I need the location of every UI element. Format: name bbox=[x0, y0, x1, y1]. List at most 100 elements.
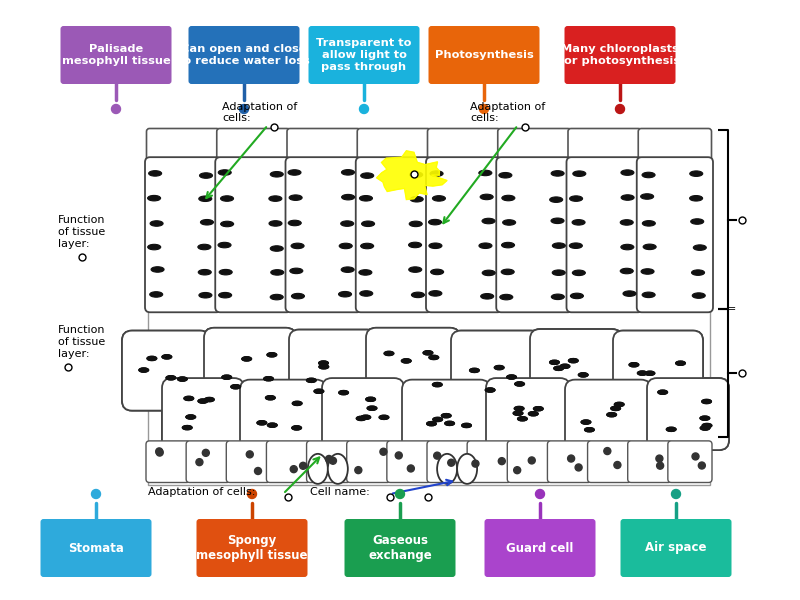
Text: Many chloroplasts
for photosynthesis: Many chloroplasts for photosynthesis bbox=[559, 44, 681, 66]
Ellipse shape bbox=[338, 391, 349, 395]
Ellipse shape bbox=[551, 294, 564, 299]
FancyBboxPatch shape bbox=[266, 441, 310, 482]
Ellipse shape bbox=[534, 406, 543, 411]
Ellipse shape bbox=[700, 426, 710, 430]
Circle shape bbox=[239, 104, 249, 113]
FancyBboxPatch shape bbox=[402, 380, 490, 454]
FancyBboxPatch shape bbox=[215, 157, 291, 312]
Circle shape bbox=[91, 490, 101, 499]
Ellipse shape bbox=[361, 415, 370, 419]
Circle shape bbox=[514, 467, 521, 473]
Ellipse shape bbox=[433, 417, 442, 422]
Ellipse shape bbox=[481, 293, 494, 299]
FancyBboxPatch shape bbox=[289, 329, 377, 412]
Ellipse shape bbox=[482, 218, 495, 224]
FancyBboxPatch shape bbox=[498, 128, 571, 161]
Circle shape bbox=[528, 457, 535, 464]
Ellipse shape bbox=[230, 385, 241, 389]
Ellipse shape bbox=[623, 291, 636, 296]
Ellipse shape bbox=[359, 196, 373, 201]
Ellipse shape bbox=[666, 427, 676, 431]
Ellipse shape bbox=[204, 397, 214, 402]
Ellipse shape bbox=[690, 171, 702, 176]
Ellipse shape bbox=[162, 355, 172, 359]
Ellipse shape bbox=[638, 371, 647, 376]
Ellipse shape bbox=[292, 425, 302, 430]
Ellipse shape bbox=[356, 416, 366, 421]
Ellipse shape bbox=[269, 221, 282, 226]
Ellipse shape bbox=[560, 364, 570, 368]
Ellipse shape bbox=[138, 368, 149, 373]
Ellipse shape bbox=[479, 170, 492, 176]
FancyBboxPatch shape bbox=[565, 380, 651, 454]
Ellipse shape bbox=[147, 356, 157, 361]
Ellipse shape bbox=[621, 244, 634, 250]
Circle shape bbox=[448, 459, 454, 466]
Text: of tissue: of tissue bbox=[58, 227, 106, 237]
FancyBboxPatch shape bbox=[647, 378, 729, 450]
Ellipse shape bbox=[384, 351, 394, 356]
FancyBboxPatch shape bbox=[628, 441, 672, 482]
Ellipse shape bbox=[518, 416, 527, 421]
Ellipse shape bbox=[429, 220, 442, 225]
Ellipse shape bbox=[470, 368, 479, 373]
Ellipse shape bbox=[560, 364, 570, 368]
Ellipse shape bbox=[552, 243, 566, 248]
FancyBboxPatch shape bbox=[486, 378, 570, 450]
Text: Cell name:: Cell name: bbox=[310, 487, 370, 497]
Ellipse shape bbox=[342, 194, 354, 200]
Ellipse shape bbox=[550, 197, 562, 202]
FancyBboxPatch shape bbox=[507, 441, 551, 482]
Ellipse shape bbox=[585, 427, 594, 432]
Circle shape bbox=[698, 462, 706, 469]
FancyBboxPatch shape bbox=[286, 157, 362, 312]
Text: Spongy
mesophyll tissue: Spongy mesophyll tissue bbox=[196, 534, 308, 562]
Ellipse shape bbox=[606, 412, 617, 417]
FancyBboxPatch shape bbox=[41, 519, 151, 577]
Ellipse shape bbox=[506, 375, 517, 379]
FancyBboxPatch shape bbox=[613, 331, 703, 410]
FancyBboxPatch shape bbox=[346, 441, 391, 482]
Ellipse shape bbox=[675, 361, 686, 365]
FancyBboxPatch shape bbox=[306, 441, 350, 482]
Text: Transparent to
allow light to
pass through: Transparent to allow light to pass throu… bbox=[316, 38, 412, 71]
Text: Photosynthesis: Photosynthesis bbox=[434, 50, 534, 60]
Ellipse shape bbox=[462, 423, 471, 428]
FancyBboxPatch shape bbox=[426, 157, 502, 312]
FancyBboxPatch shape bbox=[345, 519, 455, 577]
FancyBboxPatch shape bbox=[309, 26, 419, 84]
Ellipse shape bbox=[182, 425, 192, 430]
Polygon shape bbox=[382, 352, 448, 434]
FancyBboxPatch shape bbox=[485, 519, 595, 577]
Ellipse shape bbox=[578, 373, 588, 377]
Ellipse shape bbox=[645, 371, 655, 376]
Ellipse shape bbox=[514, 382, 525, 386]
Ellipse shape bbox=[341, 267, 354, 272]
Ellipse shape bbox=[513, 411, 523, 415]
Text: of tissue: of tissue bbox=[58, 337, 106, 347]
Ellipse shape bbox=[379, 415, 389, 419]
Ellipse shape bbox=[221, 221, 234, 227]
Circle shape bbox=[568, 455, 574, 462]
Circle shape bbox=[156, 448, 162, 455]
Ellipse shape bbox=[494, 365, 504, 370]
FancyBboxPatch shape bbox=[322, 378, 404, 450]
Circle shape bbox=[407, 465, 414, 472]
Ellipse shape bbox=[147, 196, 161, 201]
Ellipse shape bbox=[410, 221, 422, 227]
Ellipse shape bbox=[551, 170, 564, 176]
Ellipse shape bbox=[485, 388, 495, 392]
FancyBboxPatch shape bbox=[451, 331, 541, 410]
Ellipse shape bbox=[184, 396, 194, 401]
FancyBboxPatch shape bbox=[322, 378, 404, 450]
Ellipse shape bbox=[645, 371, 655, 376]
Ellipse shape bbox=[572, 220, 585, 225]
Circle shape bbox=[472, 460, 479, 467]
FancyBboxPatch shape bbox=[429, 26, 539, 84]
Ellipse shape bbox=[570, 243, 582, 248]
FancyBboxPatch shape bbox=[146, 441, 190, 482]
Circle shape bbox=[202, 449, 210, 457]
FancyBboxPatch shape bbox=[427, 441, 471, 482]
Circle shape bbox=[326, 455, 333, 463]
FancyBboxPatch shape bbox=[427, 128, 501, 161]
